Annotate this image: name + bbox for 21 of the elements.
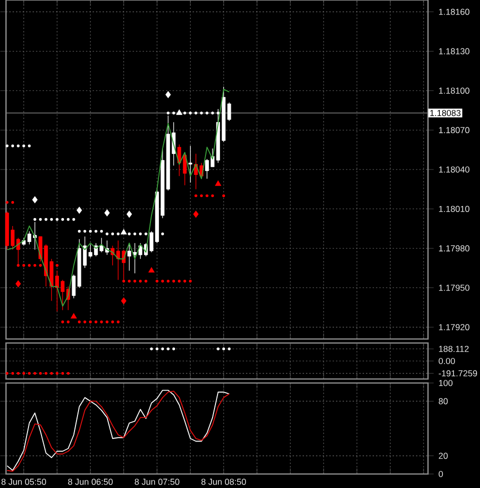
ref-line-label: 1.18083 [430, 110, 461, 116]
y-tick-label: 1.18100 [439, 88, 470, 94]
y-tick-label: 1.17980 [439, 245, 470, 252]
y-tick-label: 1.18010 [439, 206, 470, 212]
x-tick-label: 8 Jun 07:50 [134, 478, 180, 485]
y-tick-label: 80 [438, 398, 448, 404]
y-tick-label: 1.18040 [439, 166, 470, 173]
y-tick-label: 0 [438, 470, 443, 478]
y-tick-label: 0.00 [438, 358, 455, 364]
y-tick-label: 1.17920 [439, 324, 470, 330]
y-tick-label: 20 [438, 452, 448, 459]
x-tick-label: 8 Jun 08:50 [201, 478, 246, 485]
y-tick-label: 1.18160 [439, 8, 470, 15]
y-tick-label: 1.17950 [439, 284, 470, 291]
y-tick-label: 1.18070 [439, 127, 470, 134]
x-tick-label: 8 Jun 05:50 [1, 478, 46, 485]
y-tick-label: 100 [439, 380, 453, 386]
y-tick-label: 1.18130 [439, 48, 470, 54]
x-tick-label: 8 Jun 06:50 [68, 478, 113, 485]
y-tick-label: 188.112 [439, 346, 469, 352]
y-tick-label: -191.7259 [438, 370, 478, 376]
